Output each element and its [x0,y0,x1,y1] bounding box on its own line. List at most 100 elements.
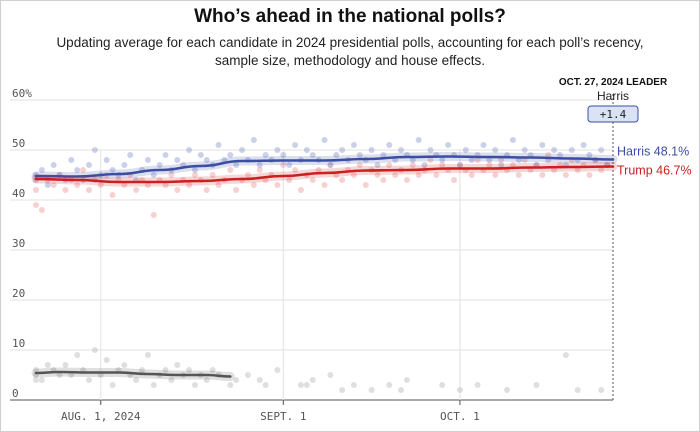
poll-dot-harris [439,157,446,163]
poll-dot-other [274,367,281,373]
poll-dot-trump [598,167,605,173]
poll-dot-trump [162,182,169,188]
poll-dot-trump [256,167,263,173]
poll-dot-other [33,377,39,383]
chart-title: Who’s ahead in the national polls? [194,6,506,27]
poll-dot-trump [539,172,546,178]
poll-dot-harris [350,142,357,148]
poll-dot-trump [374,172,381,178]
poll-dot-harris [539,142,546,148]
poll-dot-harris [103,157,110,163]
poll-dot-trump [233,187,240,193]
poll-dot-harris [74,167,81,173]
poll-dot-harris [492,147,499,153]
poll-dot-harris [292,142,299,148]
poll-dot-harris [598,147,605,153]
poll-dot-trump [33,187,39,193]
poll-dot-trump [515,172,522,178]
poll-dot-harris [445,142,452,148]
poll-dot-trump [186,182,193,188]
poll-dot-trump [250,182,257,188]
poll-dot-harris [498,162,505,168]
poll-dot-harris [468,157,475,163]
poll-dot-other [121,362,128,368]
y-tick-label: 0 [12,387,19,400]
poll-dot-harris [38,167,45,173]
x-tick-label: SEPT. 1 [260,410,306,423]
poll-dot-harris [398,147,405,153]
poll-dot-trump [144,182,151,188]
poll-dot-other [186,367,193,373]
poll-dot-harris [256,162,263,168]
poll-dot-other [327,372,334,378]
poll-dot-trump [297,187,304,193]
poll-dot-other [33,367,39,373]
poll-dot-trump [168,172,175,178]
poll-dot-other [209,367,216,373]
poll-dot-other [74,352,81,358]
poll-dot-harris [380,152,387,158]
poll-dot-trump [38,207,45,213]
poll-dot-harris [280,152,287,158]
poll-dot-trump [362,182,369,188]
poll-dot-trump [315,167,322,173]
poll-dot-other [56,372,63,378]
poll-dot-trump [244,172,251,178]
poll-dot-trump [174,187,181,193]
leader-date-label: OCT. 27, 2024 LEADER [559,77,668,88]
poll-dot-trump [327,162,334,168]
poll-dot-harris [156,162,163,168]
trend-line-harris [34,155,615,178]
poll-dot-other [144,352,151,358]
poll-dot-trump [386,162,393,168]
poll-dot-other [403,377,410,383]
poll-dot-harris [44,182,51,188]
poll-dot-other [138,367,145,373]
poll-dot-trump [468,172,475,178]
poll-dot-harris [586,152,593,158]
poll-dot-harris [409,157,416,163]
poll-dot-trump [545,152,552,158]
poll-dot-harris [356,152,363,158]
poll-dot-harris [374,162,381,168]
y-tick-label: 60% [12,87,32,100]
poll-dot-harris [68,157,75,163]
poll-dot-other [91,347,98,353]
poll-dot-harris [427,147,434,153]
poll-dot-trump [498,157,505,163]
poll-dot-harris [227,152,234,158]
poll-dot-harris [415,137,422,143]
poll-dot-other [150,382,157,388]
poll-dot-other [303,382,310,388]
poll-dot-harris [321,137,328,143]
poll-dot-trump [150,212,157,218]
y-tick-label: 10 [12,337,25,350]
poll-dot-trump [562,172,569,178]
poll-dot-trump [133,187,140,193]
poll-dot-trump [97,182,104,188]
poll-dot-harris [274,147,281,153]
poll-dot-trump [433,172,440,178]
poll-dot-trump [227,167,234,173]
poll-dot-trump [356,162,363,168]
poll-dot-other [233,377,240,383]
poll-dot-other [562,352,569,358]
poll-dot-trump [574,167,581,173]
trend-line-trump [34,165,615,184]
grid: 0 10 20 30 40 50 60% [10,87,613,401]
poll-dot-trump [309,177,316,183]
poll-dot-trump [474,157,481,163]
poll-dot-other [109,382,116,388]
poll-dot-other [439,382,446,388]
poll-dot-trump [274,182,281,188]
poll-dot-harris [191,167,198,173]
poll-dot-trump [380,177,387,183]
poll-dot-other [103,357,110,363]
poll-dot-trump [492,172,499,178]
poll-dot-trump [109,192,116,198]
poll-dot-other [368,387,375,393]
trend-line-other [34,370,232,378]
poll-dot-harris [215,142,222,148]
poll-dot-trump [121,182,128,188]
poll-dot-harris [456,162,463,168]
